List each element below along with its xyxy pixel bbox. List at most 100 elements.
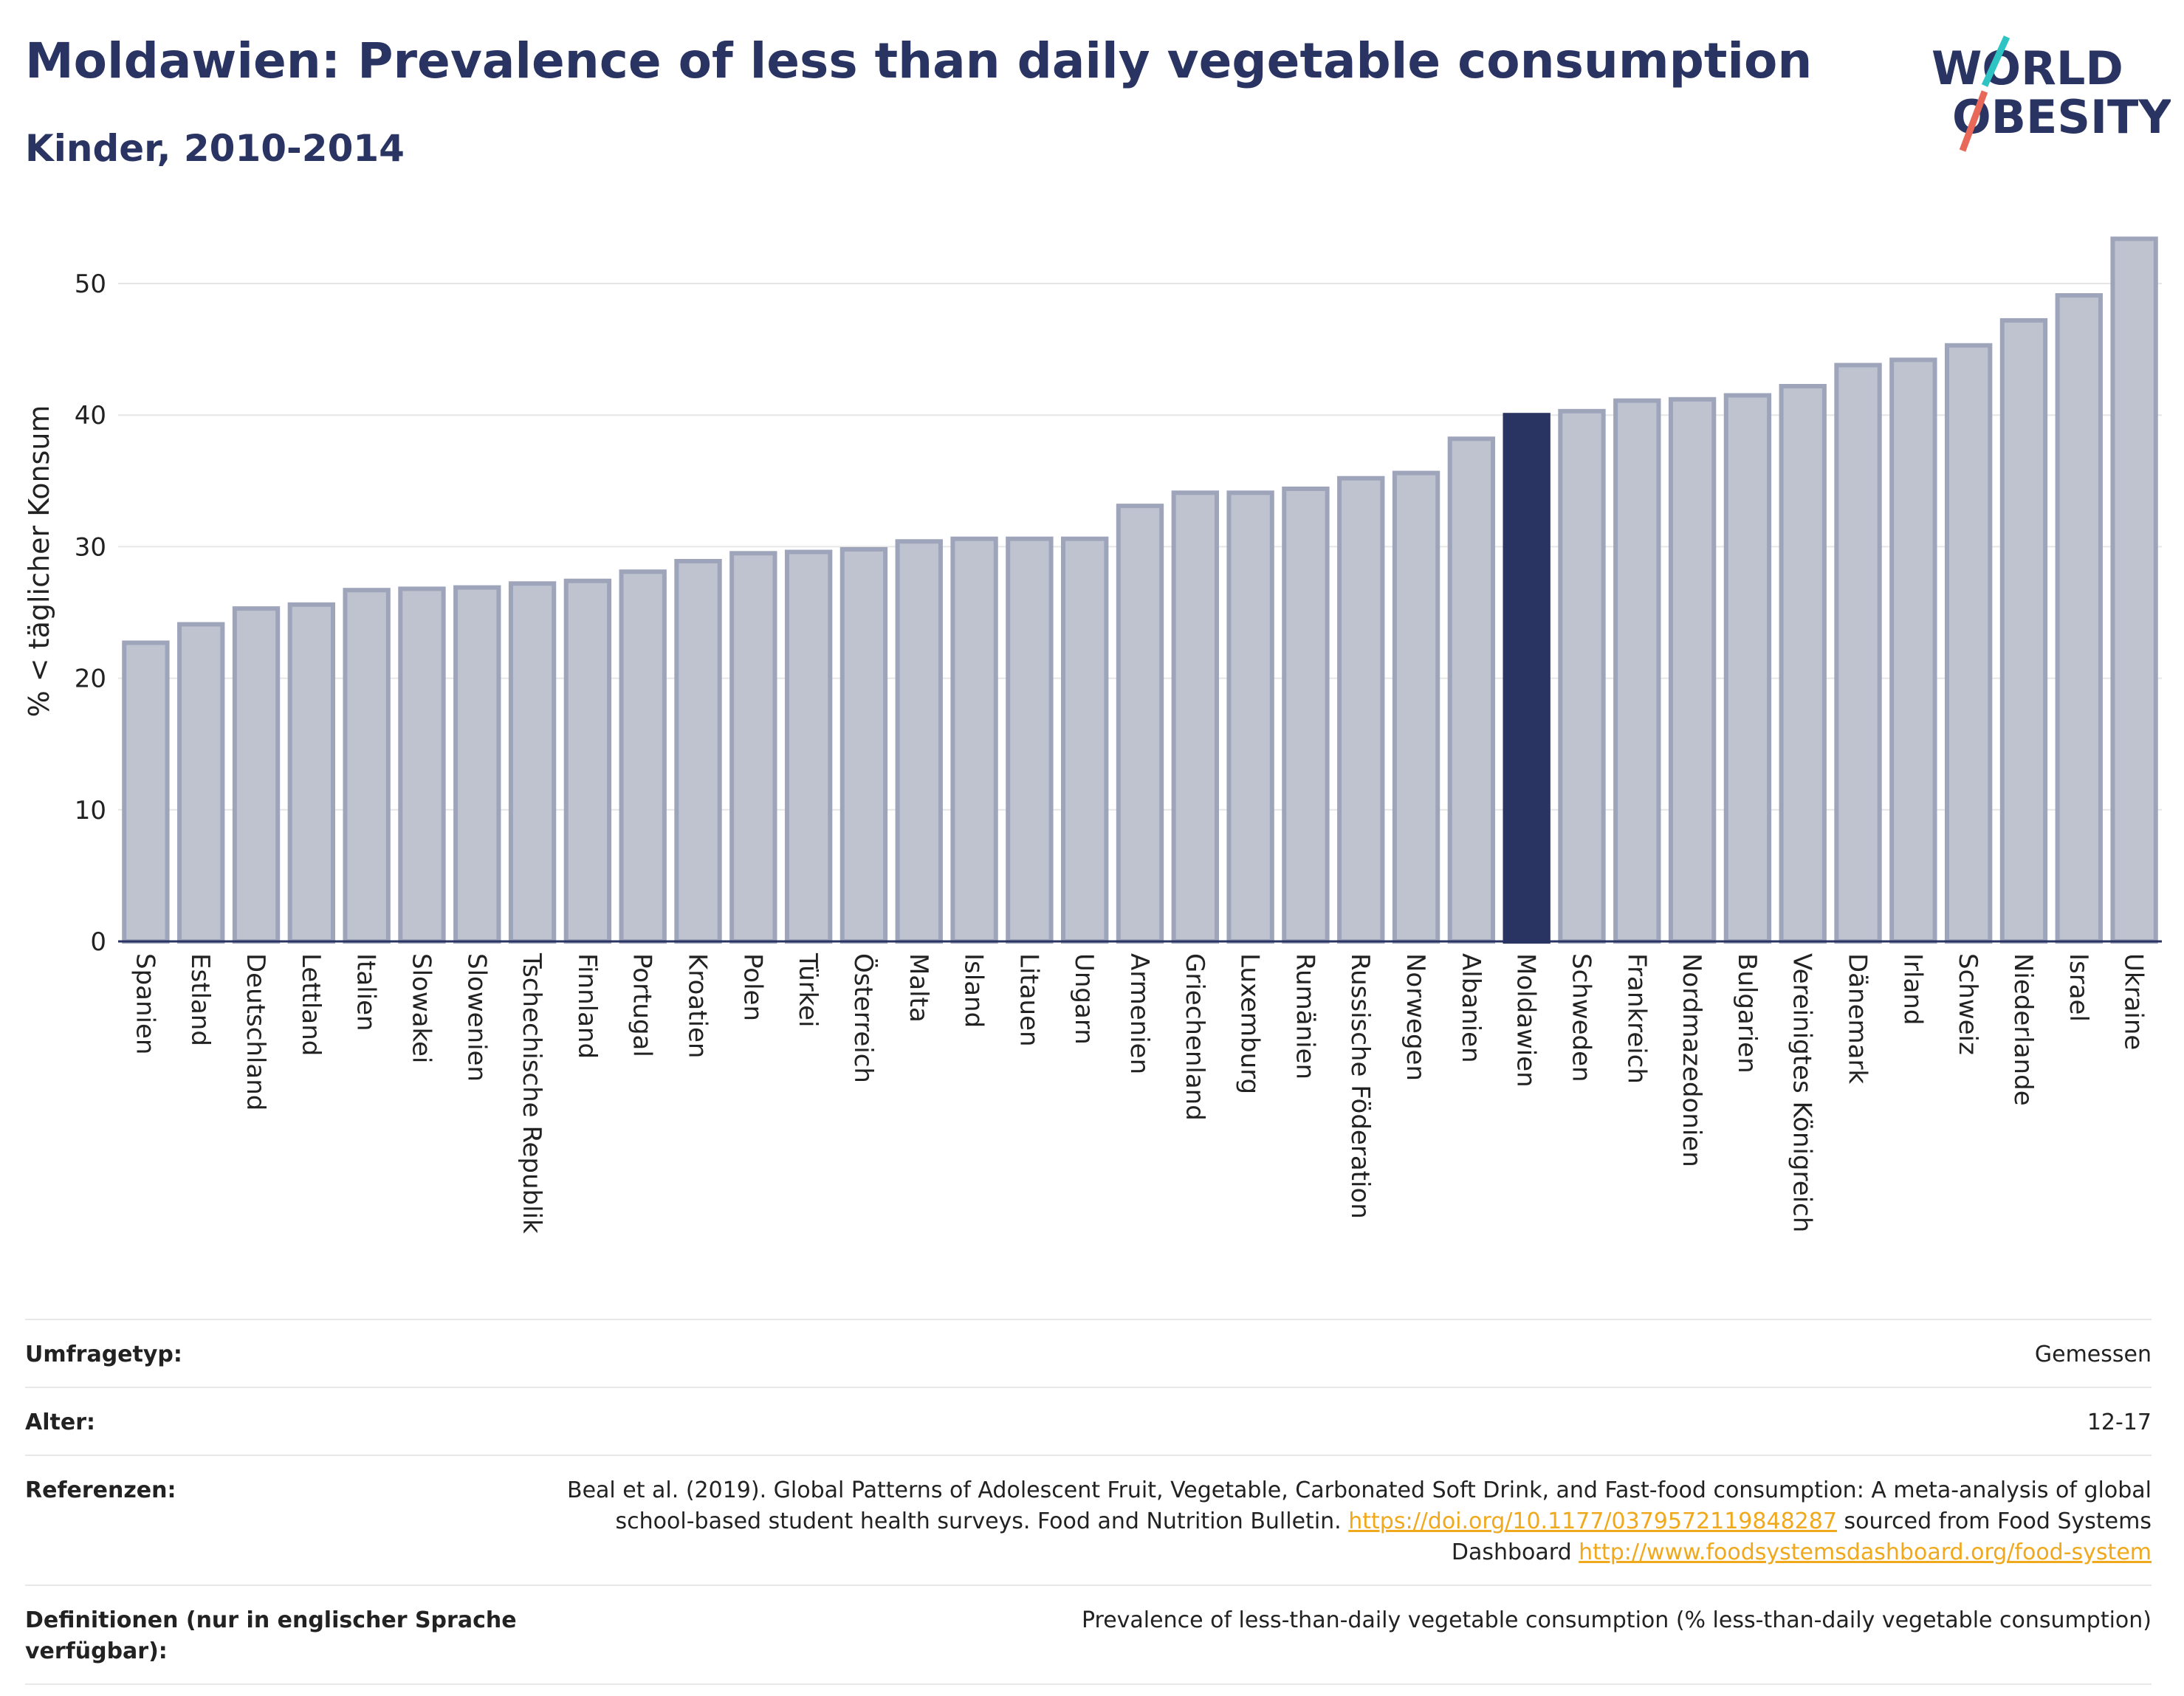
logo-line1: WORLD xyxy=(1931,41,2123,95)
bar-griechenland xyxy=(1171,490,1219,944)
x-category-label: Frankreich xyxy=(1621,953,1651,1084)
bar-rumänien xyxy=(1282,486,1330,944)
x-category-label: Finnland xyxy=(572,953,602,1059)
reference-text: Beal et al. (2019). Global Patterns of A… xyxy=(566,1477,2152,1534)
x-category-label: Schweiz xyxy=(1953,953,1982,1055)
logo-slash-teal xyxy=(1981,35,2010,87)
bar-slowakei xyxy=(398,586,446,944)
x-category-label: Slowenien xyxy=(461,953,491,1082)
x-category-label: Portugal xyxy=(628,953,657,1057)
x-category-label: Kroatien xyxy=(683,953,712,1058)
y-tick-label: 40 xyxy=(75,401,106,430)
bar-irland xyxy=(1889,357,1937,944)
y-tick-label: 0 xyxy=(90,927,106,957)
axes: 0 10 20 30 40 50 xyxy=(75,269,2162,957)
category-labels: Spanien Estland Deutschland Lettland Italien… xyxy=(130,952,2148,1234)
info-row-definitions: Definitionen (nur in englischer Sprache … xyxy=(25,1585,2152,1685)
chart-title: Moldawien: Prevalence of less than daily… xyxy=(25,32,1813,89)
bar-niederlande xyxy=(1999,317,2048,944)
bar-chart: 0 10 20 30 40 50 Spanien Estland Deutschland Let… xyxy=(23,236,2162,1234)
bar-ukraine xyxy=(2110,236,2158,944)
x-category-label: Polen xyxy=(738,953,767,1021)
y-tick-label: 50 xyxy=(75,269,106,299)
x-category-label: Irland xyxy=(1898,953,1927,1025)
bar-norwegen xyxy=(1392,470,1440,944)
doi-link[interactable]: https://doi.org/10.1177/0379572119848287 xyxy=(1348,1508,1837,1534)
bar-russische-föderation xyxy=(1337,476,1385,944)
info-key: Umfragetyp: xyxy=(25,1342,182,1367)
bar-island xyxy=(950,536,998,944)
bar-bulgarien xyxy=(1723,393,1772,944)
bar-malta xyxy=(895,539,943,944)
x-category-label: Deutschland xyxy=(241,953,270,1110)
bar-türkei xyxy=(784,549,833,944)
bar-armenien xyxy=(1116,504,1164,944)
world-obesity-logo: WORLD OBESITY xyxy=(1931,35,2171,152)
x-category-label: Lettland xyxy=(296,953,326,1056)
x-category-label: Ungarn xyxy=(1069,953,1099,1045)
bar-slowenien xyxy=(453,585,501,944)
bars xyxy=(122,236,2158,944)
bar-luxemburg xyxy=(1226,490,1274,944)
bar-frankreich xyxy=(1613,398,1661,944)
y-tick-label: 20 xyxy=(75,665,106,694)
bar-deutschland xyxy=(232,606,281,944)
info-key: Referenzen: xyxy=(25,1477,176,1503)
bar-schweiz xyxy=(1944,343,1993,944)
x-category-label: Armenien xyxy=(1124,953,1154,1074)
y-tick-label: 30 xyxy=(75,532,106,562)
bar-israel xyxy=(2055,293,2103,944)
x-category-label: Bulgarien xyxy=(1732,953,1762,1074)
info-row-age: Alter: 12-17 xyxy=(25,1387,2152,1455)
info-row-references: Referenzen: Beal et al. (2019). Global P… xyxy=(25,1455,2152,1585)
y-tick-label: 10 xyxy=(75,796,106,825)
bar-finnland xyxy=(563,578,612,944)
x-category-label: Schweden xyxy=(1566,953,1596,1082)
info-key: Definitionen (nur in englischer Sprache … xyxy=(25,1607,517,1664)
x-category-label: Spanien xyxy=(130,953,159,1054)
x-category-label: Niederlande xyxy=(2008,953,2038,1106)
x-category-label: Malta xyxy=(904,953,933,1023)
bar-österreich xyxy=(839,546,888,944)
bar-vereinigtes-königreich xyxy=(1779,383,1827,944)
x-category-label: Island xyxy=(959,953,989,1028)
info-value: Prevalence of less-than-daily vegetable … xyxy=(1081,1607,2152,1633)
x-category-label: Norwegen xyxy=(1401,953,1430,1081)
logo-slash-red xyxy=(1959,90,1988,152)
x-category-label: Moldawien xyxy=(1511,953,1541,1088)
info-key: Alter: xyxy=(25,1410,95,1435)
x-category-label: Vereinigtes Königreich xyxy=(1788,953,1817,1232)
x-category-label: Estland xyxy=(185,953,215,1046)
bar-dänemark xyxy=(1834,363,1882,944)
bar-ungarn xyxy=(1061,536,1109,944)
bar-tschechische-republik xyxy=(508,581,557,944)
x-category-label: Luxemburg xyxy=(1235,953,1265,1094)
x-category-label: Israel xyxy=(2064,953,2093,1022)
x-category-label: Tschechische Republik xyxy=(517,952,546,1234)
bar-nordmazedonien xyxy=(1668,396,1717,944)
y-axis-label: % < täglicher Konsum xyxy=(23,405,55,718)
bar-lettland xyxy=(287,602,336,944)
x-category-label: Türkei xyxy=(793,952,823,1027)
bar-moldawien xyxy=(1503,413,1551,944)
bar-schweden xyxy=(1558,408,1606,944)
reference-text-mid: sourced from Food Systems Dashboard xyxy=(1451,1508,2152,1565)
bar-estland xyxy=(177,622,225,944)
x-category-label: Slowakei xyxy=(406,953,436,1063)
x-category-label: Litauen xyxy=(1014,953,1043,1047)
bar-litauen xyxy=(1006,536,1054,944)
x-category-label: Österreich xyxy=(848,953,879,1083)
info-value: Gemessen xyxy=(2034,1342,2152,1367)
x-category-label: Nordmazedonien xyxy=(1677,953,1706,1167)
bar-albanien xyxy=(1447,436,1496,944)
bar-portugal xyxy=(619,569,667,944)
info-row-survey-type: Umfragetyp: Gemessen xyxy=(25,1319,2152,1387)
bar-spanien xyxy=(122,640,170,944)
info-value: Beal et al. (2019). Global Patterns of A… xyxy=(542,1475,2152,1568)
bar-italien xyxy=(343,588,391,944)
chart-subtitle: Kinder, 2010-2014 xyxy=(25,127,405,170)
x-category-label: Ukraine xyxy=(2119,953,2149,1050)
info-table: Umfragetyp: Gemessen Alter: 12-17 Refere… xyxy=(25,1319,2152,1685)
x-category-label: Russische Föderation xyxy=(1345,953,1375,1219)
food-systems-link[interactable]: http://www.foodsystemsdashboard.org/food… xyxy=(1579,1539,2152,1565)
